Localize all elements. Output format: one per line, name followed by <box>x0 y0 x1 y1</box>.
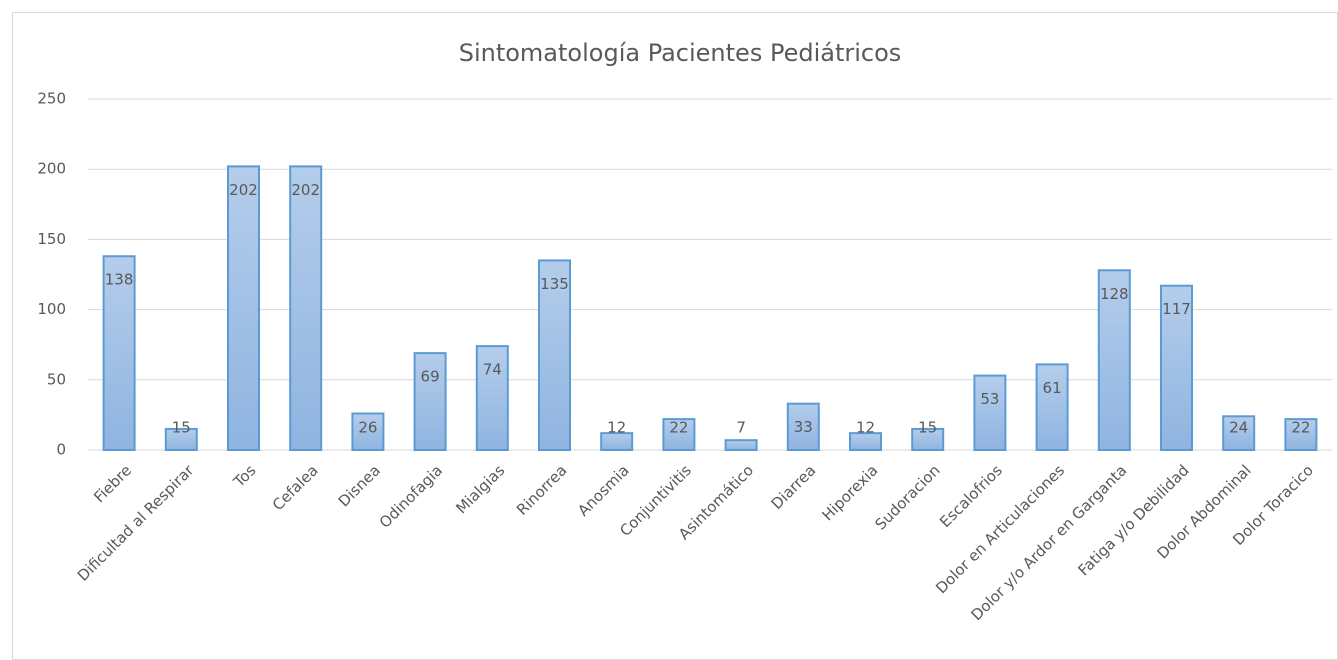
data-label: 15 <box>172 419 191 437</box>
data-label: 202 <box>229 181 258 199</box>
bar <box>849 432 882 452</box>
data-label: 24 <box>1229 419 1248 437</box>
bar <box>786 402 820 451</box>
data-label: 138 <box>105 271 134 289</box>
data-label: 135 <box>540 275 569 293</box>
bar <box>973 374 1007 452</box>
bar <box>164 427 198 452</box>
bar <box>102 255 136 451</box>
bar <box>1222 415 1256 451</box>
data-label: 12 <box>856 419 875 437</box>
data-label: 202 <box>291 181 320 199</box>
chart-border <box>12 12 1338 660</box>
data-label: 7 <box>736 419 746 437</box>
data-label: 128 <box>1100 285 1129 303</box>
data-label: 33 <box>794 418 813 436</box>
bar <box>600 432 634 452</box>
bar <box>1284 418 1318 451</box>
bar <box>1160 284 1193 451</box>
bar <box>662 418 696 451</box>
chart-title: Sintomatología Pacientes Pediátricos <box>459 39 902 67</box>
y-tick-label: 150 <box>37 230 66 248</box>
data-label: 61 <box>1043 379 1062 397</box>
bar <box>351 412 385 452</box>
y-tick-label: 100 <box>37 300 66 318</box>
y-tick-label: 250 <box>37 90 66 108</box>
y-tick-label: 200 <box>37 160 66 178</box>
data-label: 74 <box>483 361 502 379</box>
y-tick-label: 50 <box>47 370 66 388</box>
bar <box>911 427 945 452</box>
bar <box>538 259 571 451</box>
bar <box>1097 269 1131 451</box>
data-label: 12 <box>607 419 626 437</box>
bar <box>413 352 447 451</box>
bar <box>724 439 758 451</box>
bar <box>227 165 260 451</box>
data-label: 53 <box>980 390 999 408</box>
data-label: 26 <box>358 419 377 437</box>
bar <box>1035 363 1069 451</box>
data-label: 22 <box>1291 419 1310 437</box>
data-label: 15 <box>918 419 937 437</box>
bar <box>289 165 323 451</box>
data-label: 22 <box>669 419 688 437</box>
data-label: 117 <box>1162 300 1191 318</box>
data-label: 69 <box>421 368 440 386</box>
y-tick-label: 0 <box>56 441 66 459</box>
bar <box>475 345 509 452</box>
